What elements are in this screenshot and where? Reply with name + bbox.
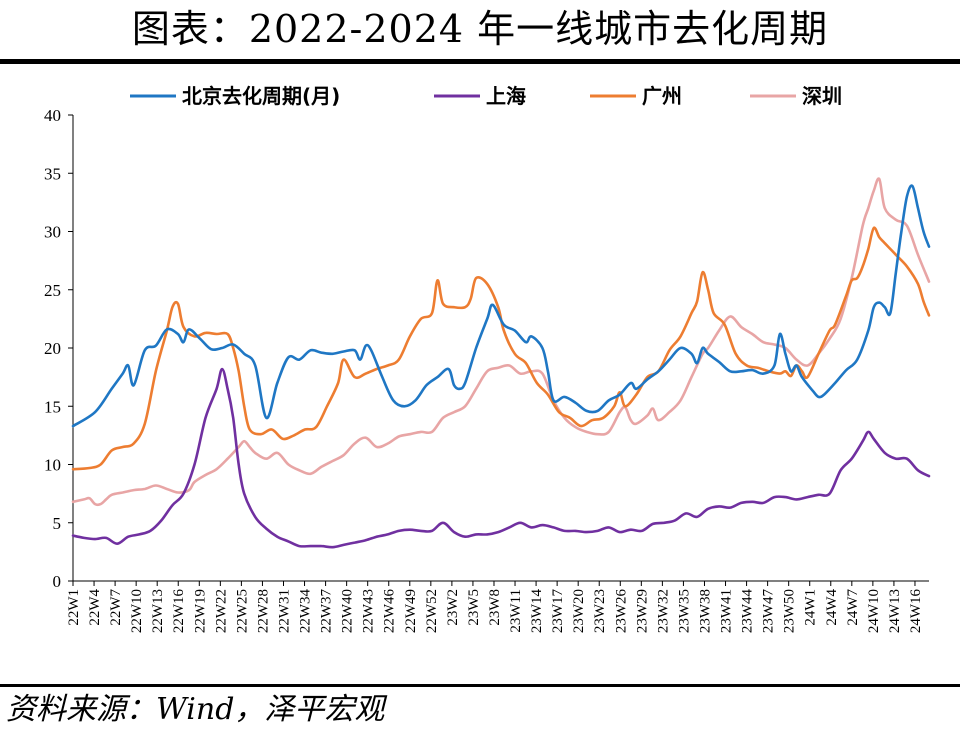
y-tick-label: 25 <box>44 281 61 300</box>
x-tick-label: 22W40 <box>340 589 356 633</box>
series-line-shanghai <box>71 367 931 549</box>
y-tick-label: 10 <box>44 456 61 475</box>
y-tick-label: 20 <box>44 339 61 358</box>
y-tick-label: 30 <box>44 223 61 242</box>
x-tick-label: 22W4 <box>87 589 103 626</box>
top-rule <box>0 59 960 64</box>
axes: 0 5 10 15 20 25 30 35 40 22W1 22W4 22W7 22W10 22W13 22… <box>44 106 929 633</box>
series-line-beijing <box>71 184 931 428</box>
legend-label-shanghai: 上海 <box>486 84 526 108</box>
x-tick-label: 22W25 <box>234 589 250 633</box>
bottom-rule <box>0 684 960 687</box>
chart-title: 图表：2022-2024 年一线城市去化周期 <box>131 7 829 51</box>
x-tick-label: 23W41 <box>719 589 735 633</box>
x-tick-label: 23W11 <box>508 589 524 633</box>
x-tick-label: 22W52 <box>424 589 440 633</box>
series-lines <box>71 177 931 549</box>
x-tick-label: 22W31 <box>276 589 292 633</box>
x-tick-label: 23W35 <box>676 589 692 633</box>
x-tick-label: 23W17 <box>550 589 566 634</box>
y-tick-label: 15 <box>44 397 61 416</box>
y-tick-label: 35 <box>44 164 61 183</box>
x-tick-label: 22W1 <box>66 589 82 626</box>
x-tick-label: 23W14 <box>529 589 545 634</box>
x-tick-label: 22W7 <box>108 589 124 626</box>
x-tick-label: 22W28 <box>255 589 271 633</box>
y-tick-label: 5 <box>53 514 62 533</box>
x-tick-label: 22W43 <box>361 589 377 633</box>
x-tick-label: 24W13 <box>887 589 903 633</box>
x-tick-label: 24W4 <box>824 589 840 626</box>
x-tick-label: 23W26 <box>613 589 629 634</box>
x-tick-label: 22W13 <box>150 589 166 633</box>
x-tick-label: 23W23 <box>592 589 608 633</box>
y-tick-label: 0 <box>53 572 62 591</box>
x-tick-label: 22W22 <box>213 589 229 633</box>
x-tick-label: 23W50 <box>782 589 798 633</box>
series-line-shenzhen <box>71 177 931 507</box>
x-tick-label: 22W16 <box>171 589 187 634</box>
legend-label-shenzhen: 深圳 <box>802 84 842 108</box>
source-note: 资料来源：Wind，泽平宏观 <box>6 692 385 727</box>
legend: 北京去化周期(月) 上海 广州 深圳 <box>130 84 842 108</box>
x-tick-label: 23W20 <box>571 589 587 633</box>
x-tick-label: 22W49 <box>403 589 419 633</box>
x-tick-label: 23W8 <box>487 589 503 626</box>
x-tick-label: 23W29 <box>634 589 650 633</box>
x-tick-label: 24W1 <box>803 589 819 626</box>
y-tick-label: 40 <box>44 106 61 125</box>
x-tick-label: 23W44 <box>740 589 756 634</box>
x-tick-label: 23W32 <box>655 589 671 633</box>
x-tick-label: 22W46 <box>382 589 398 634</box>
x-tick-label: 23W2 <box>445 589 461 626</box>
series-line-guangzhou <box>71 226 931 471</box>
x-tick-label: 22W34 <box>298 589 314 634</box>
x-tick-label: 24W16 <box>908 589 924 634</box>
x-tick-label: 24W10 <box>866 589 882 633</box>
x-tick-label: 23W5 <box>466 589 482 626</box>
x-tick-label: 22W37 <box>319 589 335 634</box>
x-tick-label: 24W7 <box>845 589 861 626</box>
legend-label-beijing: 北京去化周期(月) <box>182 84 340 108</box>
x-tick-label: 23W38 <box>697 589 713 633</box>
legend-label-guangzhou: 广州 <box>642 84 682 108</box>
x-tick-label: 22W19 <box>192 589 208 633</box>
x-tick-label: 23W47 <box>761 589 777 634</box>
line-chart: 北京去化周期(月) 上海 广州 深圳 0 5 10 15 20 25 30 35 40 22W1 22W4… <box>44 84 931 633</box>
x-tick-label: 22W10 <box>129 589 145 633</box>
